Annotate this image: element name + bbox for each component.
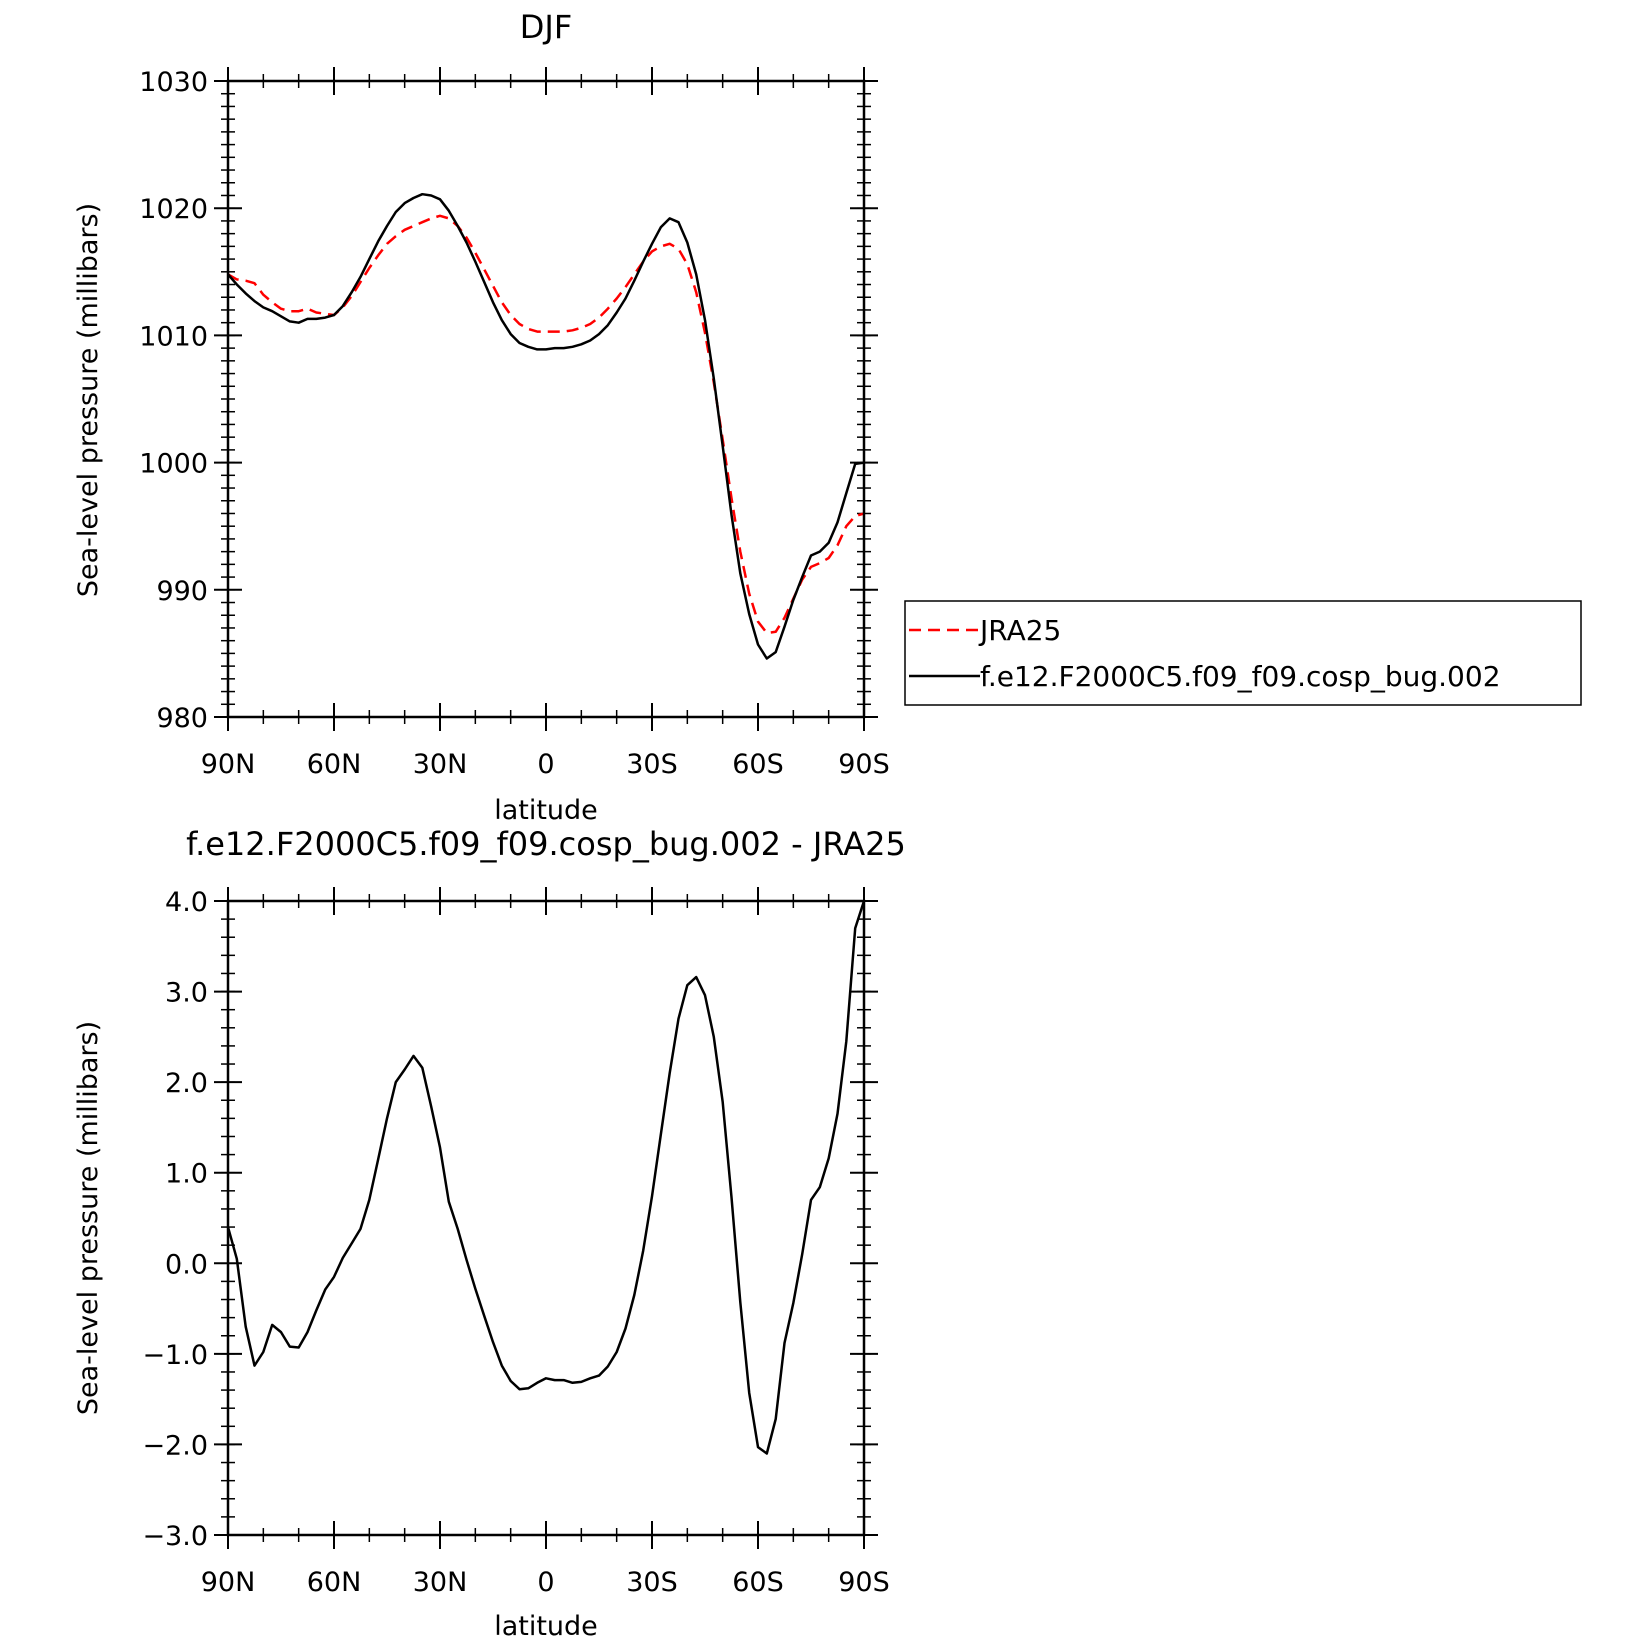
y-axis-title: Sea-level pressure (millibars) — [73, 203, 104, 597]
plot-frame — [226, 899, 866, 1537]
x-tick-label: 30S — [626, 1567, 678, 1598]
y-tick-label: 1020 — [139, 194, 208, 225]
y-tick-label: 4.0 — [165, 887, 208, 918]
x-tick-label: 0 — [537, 1567, 554, 1598]
legend-box — [904, 600, 1582, 706]
x-tick-label: 30S — [626, 749, 678, 780]
y-tick-label: 1000 — [139, 449, 208, 480]
plot-frame — [226, 79, 866, 719]
x-tick-label: 90S — [838, 1567, 890, 1598]
y-tick-label: −3.0 — [142, 1521, 208, 1552]
y-tick-label: 1010 — [139, 321, 208, 352]
y-tick-label: −2.0 — [142, 1430, 208, 1461]
chart-title: DJF — [520, 8, 572, 46]
x-tick-label: 60S — [732, 1567, 784, 1598]
x-tick-label: 90N — [201, 749, 256, 780]
y-tick-label: 980 — [156, 703, 208, 734]
y-tick-label: −1.0 — [142, 1340, 208, 1371]
axis-ticks — [214, 887, 878, 1549]
y-tick-label: 0.0 — [165, 1249, 208, 1280]
x-tick-label: 30N — [413, 749, 468, 780]
x-axis-title: latitude — [494, 1611, 598, 1641]
x-axis-title: latitude — [494, 795, 598, 826]
series-line-jra25 — [227, 214, 865, 635]
y-tick-label: 1.0 — [165, 1159, 208, 1190]
series-lines — [227, 192, 865, 660]
x-tick-label: 60N — [307, 749, 362, 780]
y-tick-label: 1030 — [139, 67, 208, 98]
x-tick-label: 0 — [537, 749, 554, 780]
difference-series-line — [226, 900, 866, 1455]
chart-title: f.e12.F2000C5.f09_f09.cosp_bug.002 - JRA… — [186, 825, 906, 863]
x-tick-label: 90S — [838, 749, 890, 780]
tick-labels: 90N 60N 30N 0 30S 60S 90S 980 990 1000 1010 1020 103… — [139, 67, 889, 780]
y-axis-title: Sea-level pressure (millibars) — [73, 1021, 104, 1415]
x-tick-label: 60S — [732, 749, 784, 780]
x-tick-label: 60N — [307, 1567, 362, 1598]
series-lines — [226, 900, 866, 1455]
legend: JRA25 f.e12.F2000C5.f09_f09.cosp_bug.002 — [904, 600, 1582, 706]
legend-label-model: f.e12.F2000C5.f09_f09.cosp_bug.002 — [980, 660, 1501, 693]
difference-panel: f.e12.F2000C5.f09_f09.cosp_bug.002 - JRA… — [73, 825, 906, 1641]
y-tick-label: 990 — [156, 576, 208, 607]
x-tick-label: 90N — [201, 1567, 256, 1598]
series-line-f-e12-f2000c5-f09-f09-cosp-bug-002 — [227, 192, 865, 660]
y-tick-label: 2.0 — [165, 1068, 208, 1099]
tick-labels: 90N 60N 30N 0 30S 60S 90S −3.0 −2.0 −1.0 0.0 1.0 2.0… — [142, 887, 889, 1598]
djf-panel: DJF Sea-level pressure (millibars) latit… — [73, 8, 1582, 826]
legend-label-jra25: JRA25 — [978, 614, 1061, 647]
y-tick-label: 3.0 — [165, 978, 208, 1009]
x-tick-label: 30N — [413, 1567, 468, 1598]
axis-ticks — [214, 67, 878, 731]
